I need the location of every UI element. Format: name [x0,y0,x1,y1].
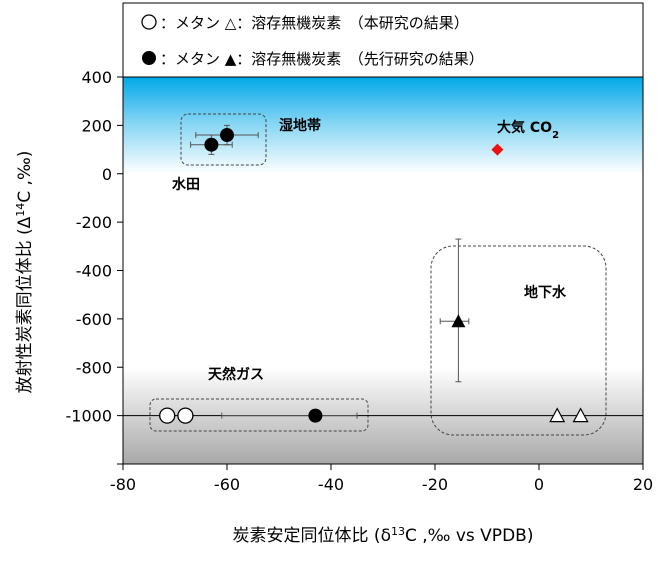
natural-gas-group-box [149,398,369,432]
data-point-filled-triangle [451,314,466,328]
y-axis-title: 放射性炭素同位体比 (Δ14C ,‰) [14,151,36,394]
y-tick-label: -200 [76,213,112,232]
legend-row-2: ：メタン ▲：溶存無機炭素 （先行研究の結果） [160,50,484,68]
background-band-top [123,77,643,174]
y-tick-label: 200 [81,116,112,135]
x-tick-label: -40 [318,475,344,494]
wetland-group-box [180,113,267,166]
y-tick-label: -400 [76,262,112,281]
data-point-open-triangle [549,407,566,423]
label-natural-gas: 天然ガス [208,366,264,383]
x-axis-title: 炭素安定同位体比 (δ13C ,‰ vs VPDB) [233,525,534,547]
label-paddy: 水田 [172,176,200,193]
data-point-filled-circle [308,408,323,423]
label-atmosphere: 大気 CO2 [497,119,559,141]
y-tick-label: -1000 [66,407,113,426]
y-tick-label: -600 [76,310,112,329]
label-groundwater: 地下水 [524,284,567,301]
legend-row-1: ：メタン △：溶存無機炭素 （本研究の結果） [160,14,469,32]
y-tick-label: 0 [102,165,112,184]
legend-filled-circle-icon [142,51,156,65]
y-tick-label: 400 [81,68,112,87]
data-marks [159,124,589,424]
data-point-open-triangle [572,407,589,423]
data-point-filled-circle [220,128,234,143]
legend-frame [122,2,644,78]
x-tick-label: -80 [110,475,136,494]
legend-open-circle-icon [141,14,157,30]
label-wetland: 湿地帯 [279,117,321,134]
tick-labels: -80 -60 -40 -20 0 20-1000-800-600-400-2000200… [66,68,654,494]
x-tick-label: -60 [214,475,240,494]
groundwater-group-box [430,245,607,436]
data-point-open-circle [177,407,194,424]
data-point-filled-circle [204,137,219,152]
x-tick-label: 0 [534,475,544,494]
axes [117,76,644,470]
y-tick-label: -800 [76,358,112,377]
data-point-atmospheric-co2 [491,143,504,156]
x-tick-label: 20 [633,475,653,494]
data-point-open-circle [159,407,176,424]
legend: ：メタン △：溶存無機炭素 （本研究の結果） ：メタン ▲：溶存無機炭素 （先行… [122,2,644,78]
x-tick-label: -20 [422,475,448,494]
